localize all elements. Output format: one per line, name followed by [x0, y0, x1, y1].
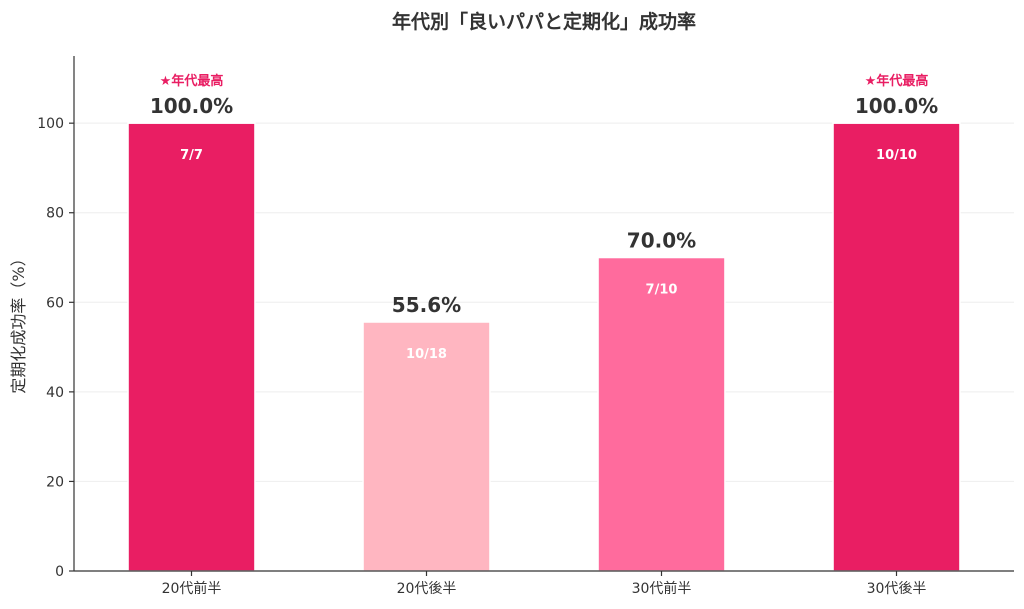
top-badge-label: ★年代最高 — [865, 73, 929, 89]
x-tick-label: 20代前半 — [162, 580, 222, 597]
value-label: 100.0% — [150, 94, 233, 118]
y-tick-label: 80 — [46, 206, 64, 222]
value-label: 55.6% — [392, 293, 461, 317]
y-axis-label: 定期化成功率（%） — [9, 250, 28, 393]
labels: 0 20 40 60 80 100 20代前半 100.0% 7/7 ★年代最高 20代後半 55.6… — [37, 73, 938, 597]
x-tick-label: 30代前半 — [632, 580, 692, 597]
y-tick-label: 0 — [55, 564, 64, 580]
bar — [597, 256, 726, 572]
y-tick-label: 20 — [46, 474, 64, 490]
y-tick-label: 100 — [37, 116, 64, 132]
axes — [69, 56, 1014, 576]
x-tick-label: 20代後半 — [397, 581, 457, 597]
top-badge-label: ★年代最高 — [160, 73, 224, 89]
y-tick-label: 60 — [46, 295, 64, 311]
count-label: 10/18 — [406, 347, 447, 362]
count-label: 7/10 — [646, 283, 678, 298]
count-label: 7/7 — [180, 148, 203, 163]
value-label: 100.0% — [855, 94, 938, 118]
count-label: 10/10 — [876, 148, 917, 163]
bar — [127, 122, 256, 572]
bar — [362, 321, 491, 572]
chart-title: 年代別「良いパパと定期化」成功率 — [392, 10, 696, 33]
x-tick-label: 30代後半 — [867, 581, 927, 597]
bar — [832, 122, 961, 572]
y-tick-label: 40 — [46, 385, 64, 401]
bars — [127, 122, 961, 572]
value-label: 70.0% — [627, 229, 696, 253]
